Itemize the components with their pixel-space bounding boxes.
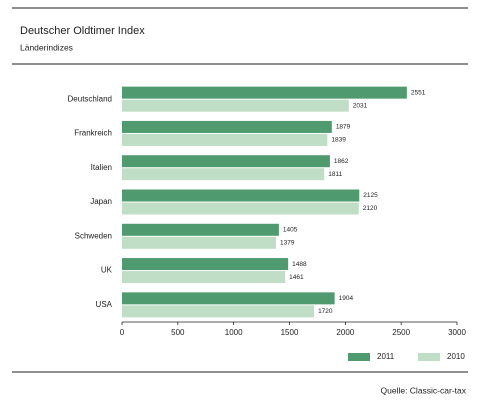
value-label: 2031 — [353, 102, 368, 109]
x-tick-label: 2000 — [336, 328, 354, 337]
y-tick-label: UK — [101, 266, 113, 275]
x-tick-label: 1500 — [281, 328, 299, 337]
legend-swatch — [348, 353, 370, 361]
value-label: 2120 — [363, 205, 378, 212]
bar — [122, 223, 279, 236]
y-tick-label: Japan — [90, 197, 112, 206]
value-label: 1379 — [280, 240, 295, 247]
y-tick-label: Frankreich — [74, 129, 112, 138]
y-tick-label: Deutschland — [68, 94, 112, 103]
value-label: 1904 — [339, 295, 354, 302]
value-label: 1879 — [336, 124, 351, 131]
x-tick-label: 1000 — [225, 328, 243, 337]
value-label: 1839 — [331, 137, 346, 144]
value-label: 1720 — [318, 308, 333, 315]
chart-subtitle: Länderindizes — [20, 42, 73, 52]
bar — [122, 258, 289, 271]
bar — [122, 305, 315, 318]
value-label: 1461 — [289, 274, 304, 281]
legend-label: 2011 — [377, 352, 395, 361]
legend-swatch — [418, 353, 440, 361]
chart-title: Deutscher Oldtimer Index — [20, 25, 145, 37]
value-label: 1811 — [328, 171, 342, 178]
x-tick-label: 500 — [171, 328, 185, 337]
value-label: 1405 — [283, 227, 298, 234]
x-tick-label: 2500 — [392, 328, 410, 337]
bar — [122, 168, 325, 181]
bar — [122, 236, 276, 249]
bar — [122, 86, 407, 99]
bar — [122, 99, 349, 112]
value-label: 2125 — [363, 192, 378, 199]
y-tick-label: Italien — [91, 163, 112, 172]
bar — [122, 120, 332, 133]
bar — [122, 155, 330, 168]
bar — [122, 271, 286, 284]
value-label: 1862 — [334, 158, 349, 165]
y-tick-label: USA — [96, 300, 113, 309]
source: Quelle: Classic-car-tax — [381, 385, 467, 395]
bar — [122, 133, 328, 146]
y-tick-label: Schweden — [75, 231, 112, 240]
x-tick-label: 3000 — [448, 328, 466, 337]
x-tick-label: 0 — [120, 328, 125, 337]
value-label: 2551 — [411, 89, 426, 96]
bar — [122, 202, 359, 215]
legend-label: 2010 — [447, 352, 465, 361]
value-label: 1488 — [292, 261, 307, 268]
bar — [122, 189, 360, 202]
bar — [122, 292, 335, 305]
